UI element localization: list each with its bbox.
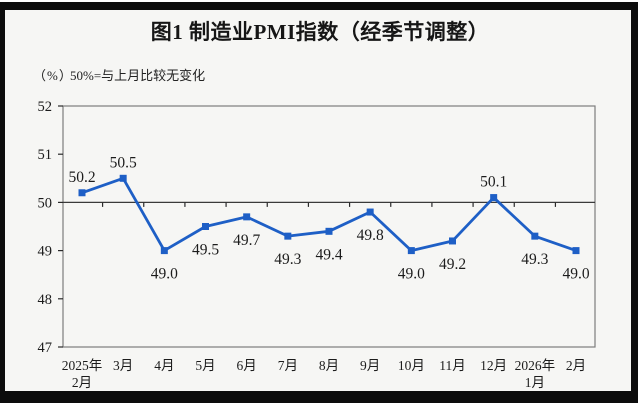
data-point-marker [572,247,580,255]
y-axis-tick-label: 47 [38,340,53,356]
x-axis-category-label: 2月 [72,375,92,390]
x-axis-category-label: 2月 [566,358,586,373]
data-point-label: 50.2 [68,169,95,186]
y-axis-tick-label: 51 [38,147,53,163]
y-axis-tick-label: 49 [38,244,53,260]
x-axis-category-label: 12月 [480,358,507,373]
data-point-marker [490,194,498,202]
data-point-marker [78,189,86,197]
data-point-label: 49.0 [398,266,425,283]
data-point-label: 49.4 [315,246,342,263]
y-axis-tick-label: 52 [38,99,53,115]
data-point-label: 49.3 [274,251,301,268]
data-point-marker [407,247,415,255]
x-axis-category-label: 1月 [525,375,545,390]
data-point-marker [366,208,374,216]
y-axis-tick-label: 48 [38,292,53,308]
x-axis-category-label: 6月 [237,358,257,373]
x-axis-category-label: 8月 [319,358,339,373]
data-point-label: 49.5 [192,242,219,259]
data-point-marker [284,232,292,240]
y-axis-unit-label: （%） [33,68,73,83]
data-point-label: 49.7 [233,232,260,249]
data-point-label: 49.2 [439,256,466,273]
data-point-label: 50.1 [480,174,507,191]
x-axis-category-label: 11月 [439,358,466,373]
reference-note: 50%=与上月比较无变化 [70,68,206,83]
data-point-label: 49.8 [357,227,384,244]
y-axis-tick-label: 50 [38,195,53,211]
x-axis-category-label: 3月 [113,358,133,373]
data-point-marker [449,237,456,245]
data-point-label: 49.0 [151,266,178,283]
chart-title: 图1 制造业PMI指数（经季节调整） [150,20,490,44]
x-axis-category-label: 7月 [278,358,298,373]
x-axis-category-label: 5月 [195,358,215,373]
data-point-label: 49.0 [562,266,589,283]
data-point-marker [531,232,539,240]
x-axis-category-label: 9月 [360,358,380,373]
x-axis-category-label: 4月 [154,358,174,373]
data-point-marker [202,223,209,230]
x-axis-category-label: 2025年 [62,358,103,373]
data-point-marker [325,227,333,235]
data-point-label: 50.5 [110,154,137,171]
data-point-marker [243,213,251,221]
x-axis-category-label: 2026年 [515,358,556,373]
plot-border [62,105,596,348]
x-axis-category-label: 10月 [398,358,425,373]
data-point-marker [119,174,127,182]
data-point-label: 49.3 [521,251,548,268]
data-point-marker [160,247,168,255]
